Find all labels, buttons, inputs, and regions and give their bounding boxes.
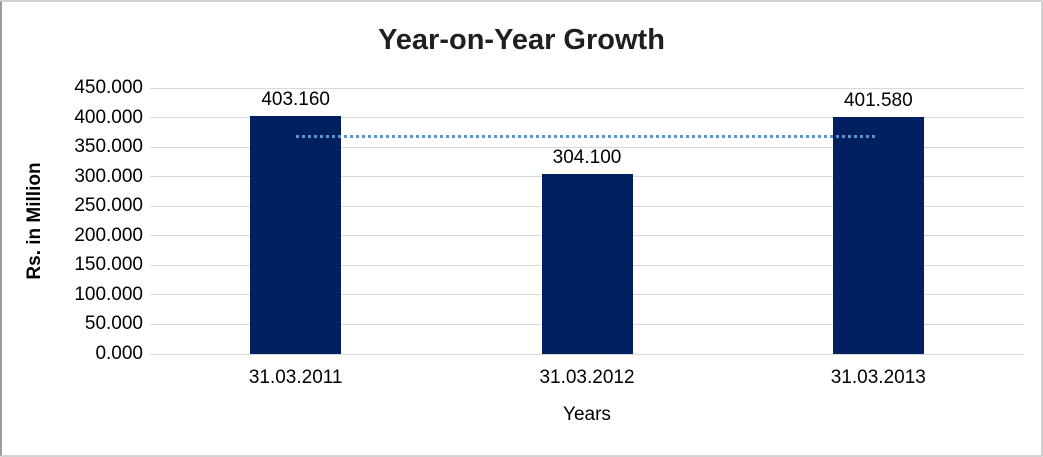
bar-value-label: 304.100: [552, 147, 622, 169]
bar: [250, 115, 342, 354]
bar: [541, 174, 633, 354]
x-axis-title: Years: [563, 404, 611, 425]
x-tick-label: 31.03.2011: [248, 367, 343, 388]
gridline: [150, 146, 1024, 148]
chart-title: Year-on-Year Growth: [378, 24, 665, 56]
gridline: [150, 353, 1024, 355]
y-tick-label: 100.000: [74, 283, 143, 305]
y-tick-label: 0.000: [95, 343, 143, 364]
y-tick-label: 250.000: [74, 195, 143, 217]
bar-value-label: 403.160: [261, 88, 330, 110]
bar: [832, 116, 924, 354]
y-tick-label: 50.000: [84, 313, 143, 335]
x-tick-label: 31.03.2013: [830, 367, 926, 388]
gridline: [150, 87, 1024, 89]
y-tick-label: 450.000: [74, 77, 143, 98]
bar-value-label: 401.580: [843, 89, 913, 111]
y-tick-label: 350.000: [74, 136, 143, 158]
y-tick-label: 300.000: [74, 165, 143, 187]
y-axis-title: Rs. in Million: [24, 162, 45, 280]
gridline: [150, 117, 1024, 119]
y-tick-label: 400.000: [74, 106, 143, 128]
y-tick-label: 200.000: [74, 224, 143, 246]
x-tick-label: 31.03.2012: [539, 367, 635, 388]
trendline: [295, 134, 879, 138]
y-tick-label: 150.000: [74, 254, 143, 276]
